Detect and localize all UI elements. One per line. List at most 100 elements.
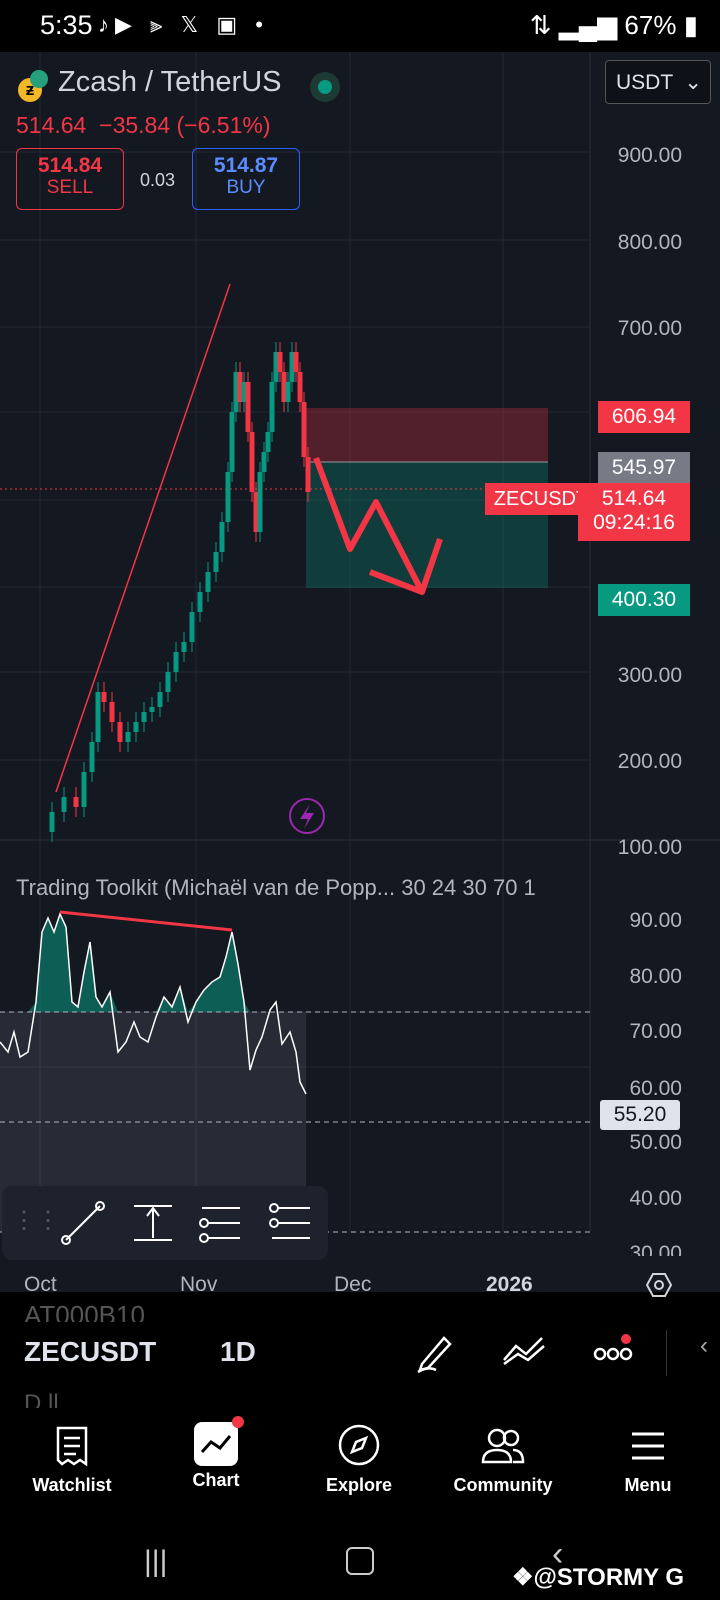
candle-body xyxy=(73,797,79,807)
interval-button[interactable]: 1D xyxy=(220,1336,256,1367)
nav-explore[interactable]: Explore xyxy=(289,1408,429,1496)
buy-button[interactable]: 514.87 BUY xyxy=(192,148,300,210)
chevron-down-icon: ⌄ xyxy=(684,71,702,94)
osc-tick: 40.00 xyxy=(629,1187,682,1210)
candle-body xyxy=(141,712,147,722)
candle-body xyxy=(49,812,55,832)
candle-body xyxy=(157,692,163,707)
time-label: Nov xyxy=(180,1273,218,1296)
pair-title[interactable]: Zcash / TetherUS xyxy=(58,66,282,98)
candle-body xyxy=(133,722,139,732)
nav-chart[interactable]: Chart xyxy=(146,1408,286,1491)
drag-handle-icon[interactable]: ⋮⋮ xyxy=(12,1207,60,1234)
candle-body xyxy=(305,457,311,492)
candle-body xyxy=(109,702,115,722)
last-price: 514.64 xyxy=(16,112,87,138)
nav-label: Menu xyxy=(624,1475,672,1495)
status-bar: 5:35 ♪▶ ⫸ 𝕏 ▣ • ⇅ ▂▄▆ 67% ▮ xyxy=(0,0,720,52)
bearish-arrow-head xyxy=(368,538,443,595)
candle-body xyxy=(219,522,225,552)
battery-icon: ▮ xyxy=(676,10,698,40)
battery-level: 67% xyxy=(624,10,677,40)
bottom-nav: Watchlist Chart Explore Community Menu xyxy=(0,1408,720,1523)
more-icon[interactable] xyxy=(592,1332,640,1368)
oscillator-line xyxy=(0,911,307,1095)
candle-body xyxy=(117,722,123,742)
sell-price: 514.84 xyxy=(37,154,103,177)
candle-body xyxy=(101,692,107,702)
candle-body xyxy=(297,372,303,402)
settings-icon[interactable] xyxy=(645,1272,673,1298)
signal-icon: ⇅ ▂▄▆ xyxy=(529,10,625,40)
diamond-icon: ❖ xyxy=(512,1564,534,1591)
time-label: 2026 xyxy=(486,1273,533,1296)
change-text: −35.84 (−6.51%) xyxy=(99,112,271,138)
short-position-tool-icon[interactable] xyxy=(266,1198,316,1248)
candle-body xyxy=(273,352,279,382)
entry-price-label: 545.97 xyxy=(598,452,690,484)
candle-body xyxy=(95,692,101,742)
candle-countdown: 09:24:16 xyxy=(593,511,675,534)
candle-body xyxy=(241,382,247,402)
home-icon[interactable] xyxy=(346,1547,374,1575)
osc-tick: 50.00 xyxy=(629,1131,682,1154)
osc-tick: 60.00 xyxy=(629,1077,682,1100)
candle-body xyxy=(189,612,195,642)
candle-body xyxy=(301,402,307,457)
lightning-icon xyxy=(289,798,325,834)
candle-body xyxy=(225,472,231,522)
candle-body xyxy=(181,642,187,652)
nav-watchlist[interactable]: Watchlist xyxy=(2,1408,142,1496)
symbol-toolbar: AT000B10 ZECUSDT 1D D.ll ‹ xyxy=(0,1300,720,1408)
candle-body xyxy=(281,372,287,402)
watchlist-icon xyxy=(56,1426,88,1467)
candle-body xyxy=(289,352,295,382)
chevron-left-icon[interactable]: ‹ xyxy=(700,1332,708,1359)
candle-body xyxy=(245,382,251,432)
zcash-logo-icon: ƶ xyxy=(18,70,50,102)
sell-button[interactable]: 514.84 SELL xyxy=(16,148,124,210)
price-tick: 800.00 xyxy=(617,231,682,254)
buy-label: BUY xyxy=(226,177,266,198)
back-icon[interactable]: ‹ xyxy=(552,1535,564,1573)
osc-tick: 70.00 xyxy=(629,1020,682,1043)
nav-label: Chart xyxy=(192,1470,240,1490)
oscillator-fill xyxy=(0,914,250,1012)
current-price: 514.64 xyxy=(601,487,667,510)
market-status-icon xyxy=(310,72,340,102)
notification-icons: ♪▶ ⫸ 𝕏 ▣ • xyxy=(98,12,269,37)
long-position-tool-icon[interactable] xyxy=(196,1198,246,1248)
price-range-tool-icon[interactable] xyxy=(128,1198,178,1248)
indicators-icon[interactable] xyxy=(500,1332,548,1368)
stop-loss-zone xyxy=(306,408,548,462)
candlesticks xyxy=(49,342,311,842)
menu-icon xyxy=(632,1432,664,1460)
symbol-button[interactable]: ZECUSDT xyxy=(24,1336,157,1367)
currency-select[interactable]: USDT ⌄ xyxy=(605,60,711,104)
divergence-line xyxy=(59,910,233,932)
spread: 0.03 xyxy=(140,170,176,190)
time-label: Oct xyxy=(24,1273,57,1296)
candle-body xyxy=(233,372,239,412)
faded-text-bottom: D.ll xyxy=(24,1390,59,1408)
recent-apps-icon[interactable]: ||| xyxy=(144,1545,168,1578)
community-icon xyxy=(481,1428,525,1464)
nav-label: Community xyxy=(453,1475,553,1495)
candle-body xyxy=(265,432,271,452)
grid-lines xyxy=(0,52,590,1232)
price-tick: 700.00 xyxy=(617,317,682,340)
nav-community[interactable]: Community xyxy=(433,1408,573,1496)
chart-icon xyxy=(194,1416,244,1466)
osc-tick: 80.00 xyxy=(629,965,682,988)
pencil-icon[interactable] xyxy=(414,1330,454,1374)
candle-body xyxy=(89,742,95,772)
nav-menu[interactable]: Menu xyxy=(578,1408,718,1496)
price-tick: 100.00 xyxy=(617,836,682,859)
watermark-text: @STORMY G xyxy=(533,1564,685,1591)
status-right: ⇅ ▂▄▆ 67% ▮ xyxy=(530,10,698,41)
trend-line-tool-icon[interactable] xyxy=(58,1198,108,1248)
price-tick: 200.00 xyxy=(617,750,682,773)
time-label: Dec xyxy=(334,1273,372,1296)
candle-body xyxy=(149,707,155,712)
indicator-title[interactable]: Trading Toolkit (Michaël van de Popp... … xyxy=(16,875,536,900)
